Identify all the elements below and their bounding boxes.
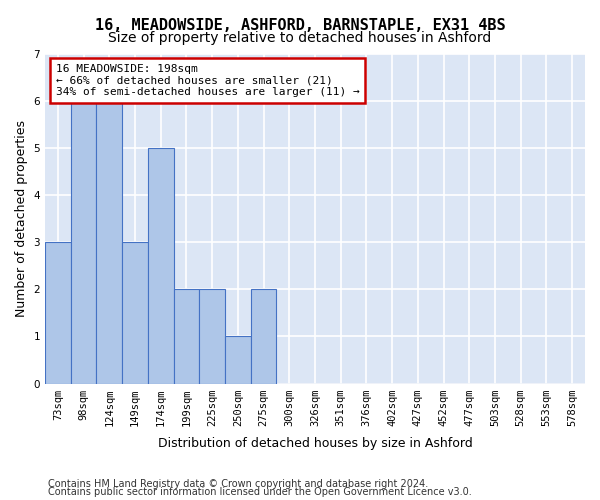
Bar	[199, 290, 225, 384]
Bar	[225, 336, 251, 384]
Bar	[148, 148, 173, 384]
Bar	[71, 101, 97, 384]
Bar	[97, 101, 122, 384]
Text: Size of property relative to detached houses in Ashford: Size of property relative to detached ho…	[109, 31, 491, 45]
Y-axis label: Number of detached properties: Number of detached properties	[15, 120, 28, 318]
Text: Contains public sector information licensed under the Open Government Licence v3: Contains public sector information licen…	[48, 487, 472, 497]
Text: 16 MEADOWSIDE: 198sqm
← 66% of detached houses are smaller (21)
34% of semi-deta: 16 MEADOWSIDE: 198sqm ← 66% of detached …	[56, 64, 359, 97]
Bar	[45, 242, 71, 384]
Text: 16, MEADOWSIDE, ASHFORD, BARNSTAPLE, EX31 4BS: 16, MEADOWSIDE, ASHFORD, BARNSTAPLE, EX3…	[95, 18, 505, 32]
X-axis label: Distribution of detached houses by size in Ashford: Distribution of detached houses by size …	[158, 437, 472, 450]
Bar	[122, 242, 148, 384]
Bar	[173, 290, 199, 384]
Text: Contains HM Land Registry data © Crown copyright and database right 2024.: Contains HM Land Registry data © Crown c…	[48, 479, 428, 489]
Bar	[251, 290, 277, 384]
